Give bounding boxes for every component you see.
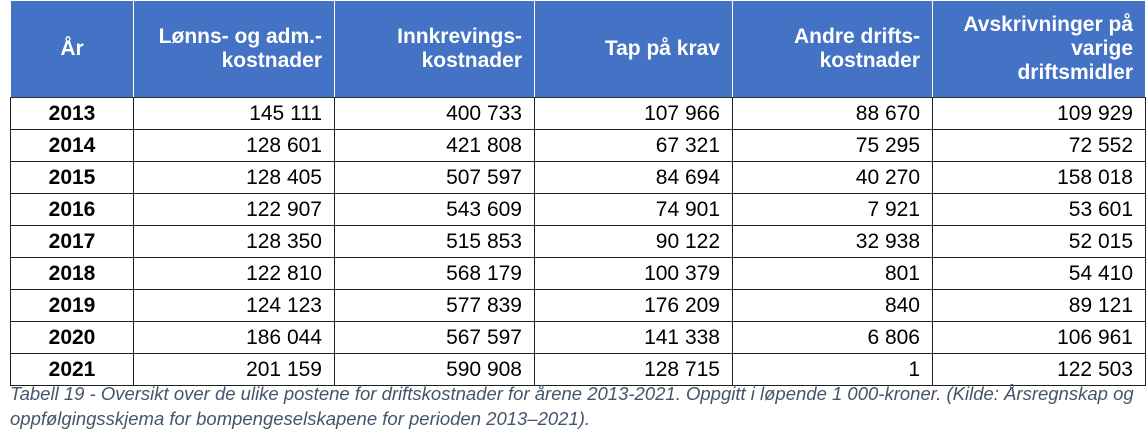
year-cell: 2018	[10, 257, 134, 290]
value-cell: 75 295	[732, 129, 933, 162]
year-cell: 2019	[10, 289, 134, 322]
table-body: 2013 145 111 400 733 107 966 88 670 109 929 20…	[10, 97, 1146, 386]
value-cell: 53 601	[932, 193, 1146, 226]
value-cell: 88 670	[732, 97, 933, 130]
value-cell: 90 122	[534, 225, 733, 258]
year-cell: 2016	[10, 193, 134, 226]
table-row: 2019 124 123 577 839 176 209 840 89 121	[10, 289, 1146, 322]
value-cell: 109 929	[932, 97, 1146, 130]
header-row: År Lønns- og adm.- kostnader Innkrevings-…	[10, 0, 1146, 98]
table-row: 2013 145 111 400 733 107 966 88 670 109 929	[10, 97, 1146, 130]
value-cell: 100 379	[534, 257, 733, 290]
value-cell: 543 609	[334, 193, 535, 226]
column-header-collection-costs: Innkrevings-kostnader	[334, 0, 535, 98]
value-cell: 128 715	[534, 353, 733, 386]
value-cell: 141 338	[534, 321, 733, 354]
value-cell: 40 270	[732, 161, 933, 194]
value-cell: 72 552	[932, 129, 1146, 162]
table-row: 2014 128 601 421 808 67 321 75 295 72 552	[10, 129, 1146, 162]
value-cell: 421 808	[334, 129, 535, 162]
value-cell: 6 806	[732, 321, 933, 354]
value-cell: 158 018	[932, 161, 1146, 194]
driftskostnader-table: År Lønns- og adm.- kostnader Innkrevings-…	[10, 0, 1146, 386]
table-row: 2017 128 350 515 853 90 122 32 938 52 015	[10, 225, 1146, 258]
value-cell: 106 961	[932, 321, 1146, 354]
year-cell: 2013	[10, 97, 134, 130]
year-cell: 2020	[10, 321, 134, 354]
column-header-wage-admin-costs: Lønns- og adm.- kostnader	[133, 0, 335, 98]
table-row: 2016 122 907 543 609 74 901 7 921 53 601	[10, 193, 1146, 226]
value-cell: 186 044	[133, 321, 335, 354]
year-cell: 2021	[10, 353, 134, 386]
column-header-other-operating-costs: Andre drifts-kostnader	[732, 0, 933, 98]
value-cell: 122 810	[133, 257, 335, 290]
value-cell: 128 405	[133, 161, 335, 194]
value-cell: 84 694	[534, 161, 733, 194]
table-container: År Lønns- og adm.- kostnader Innkrevings-…	[10, 0, 1146, 386]
value-cell: 7 921	[732, 193, 933, 226]
value-cell: 74 901	[534, 193, 733, 226]
value-cell: 89 121	[932, 289, 1146, 322]
value-cell: 67 321	[534, 129, 733, 162]
value-cell: 128 601	[133, 129, 335, 162]
value-cell: 122 503	[932, 353, 1146, 386]
value-cell: 840	[732, 289, 933, 322]
value-cell: 507 597	[334, 161, 535, 194]
year-cell: 2017	[10, 225, 134, 258]
value-cell: 124 123	[133, 289, 335, 322]
value-cell: 400 733	[334, 97, 535, 130]
value-cell: 107 966	[534, 97, 733, 130]
value-cell: 801	[732, 257, 933, 290]
table-row: 2021 201 159 590 908 128 715 1 122 503	[10, 353, 1146, 386]
value-cell: 32 938	[732, 225, 933, 258]
value-cell: 145 111	[133, 97, 335, 130]
table-caption: Tabell 19 - Oversikt over de ulike poste…	[10, 383, 1134, 429]
value-cell: 577 839	[334, 289, 535, 322]
value-cell: 54 410	[932, 257, 1146, 290]
value-cell: 122 907	[133, 193, 335, 226]
value-cell: 201 159	[133, 353, 335, 386]
column-header-year: År	[10, 0, 134, 98]
table-row: 2015 128 405 507 597 84 694 40 270 158 018	[10, 161, 1146, 194]
column-header-depreciation: Avskrivninger på varige driftsmidler	[932, 0, 1146, 98]
value-cell: 568 179	[334, 257, 535, 290]
table-row: 2020 186 044 567 597 141 338 6 806 106 961	[10, 321, 1146, 354]
year-cell: 2014	[10, 129, 134, 162]
value-cell: 128 350	[133, 225, 335, 258]
column-header-bad-debt-losses: Tap på krav	[534, 0, 733, 98]
table-row: 2018 122 810 568 179 100 379 801 54 410	[10, 257, 1146, 290]
value-cell: 515 853	[334, 225, 535, 258]
value-cell: 567 597	[334, 321, 535, 354]
year-cell: 2015	[10, 161, 134, 194]
value-cell: 52 015	[932, 225, 1146, 258]
value-cell: 176 209	[534, 289, 733, 322]
